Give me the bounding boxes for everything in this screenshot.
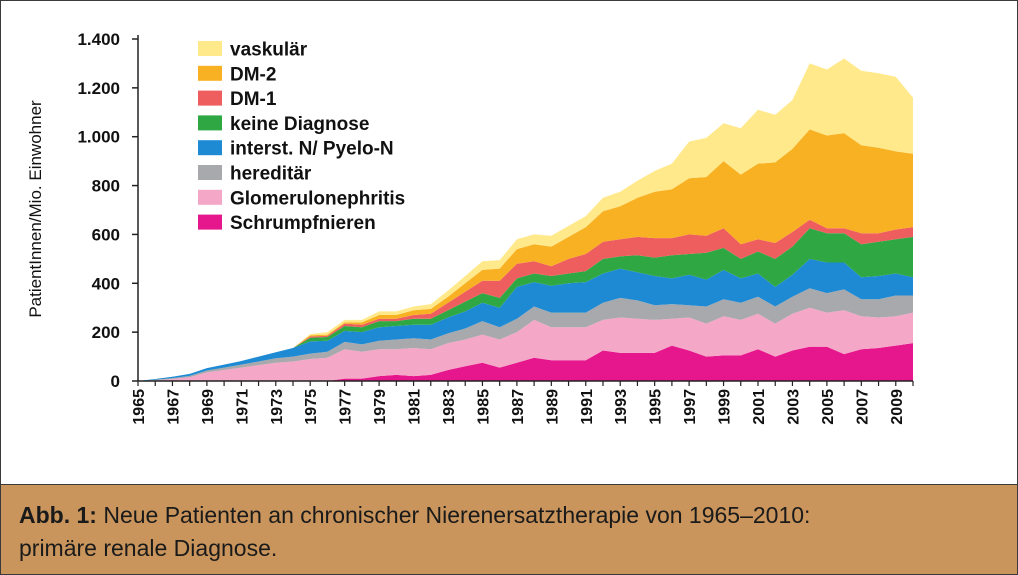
y-tick-label: 600: [92, 225, 120, 244]
y-ticks: 0 200 400 600 800 1.000 1.200 1.400: [77, 30, 138, 391]
area-interst-n-pyelo-n: [138, 258, 913, 381]
caption-line-1: Abb. 1: Neue Patienten an chronischer Ni…: [19, 499, 999, 532]
legend-entry-label: DM-2: [230, 64, 276, 85]
legend-swatch: [198, 65, 222, 81]
area-layers: [138, 58, 913, 381]
legend-swatch: [198, 140, 222, 156]
area-glomerulonephritis: [138, 307, 913, 381]
legend-swatch: [198, 165, 222, 180]
x-tick-label: 1977: [338, 389, 355, 425]
x-tick-label: 1971: [234, 389, 251, 425]
legend-swatch: [198, 214, 222, 230]
y-tick-label: 0: [111, 372, 120, 391]
caption-lead: Abb. 1:: [19, 502, 97, 528]
y-tick-label: 1.400: [77, 30, 120, 49]
x-ticks: 1965 1967 1969 1971 1973 1975 1977 1979 1981 1983…: [131, 381, 914, 425]
x-tick-label: 1965: [131, 389, 148, 425]
x-tick-label: 1995: [648, 389, 665, 425]
x-tick-label: 2007: [854, 389, 871, 425]
area-dm-2: [138, 129, 913, 381]
x-tick-label: 2003: [785, 389, 802, 425]
y-tick-label: 400: [92, 274, 120, 293]
legend-swatch: [198, 41, 222, 56]
legend-swatch: [198, 115, 222, 131]
x-tick-label: 1991: [579, 389, 596, 425]
x-tick-label: 1979: [372, 389, 389, 425]
legend: vaskulär DM-2 DM-1 keine Diagnose interst. N…: [198, 40, 405, 234]
axes: [137, 35, 913, 382]
x-tick-label: 1967: [165, 389, 182, 425]
y-tick-label: 800: [92, 177, 120, 196]
y-tick-label: 1.000: [77, 128, 120, 147]
y-axis-label: PatientInnen/Mio. Einwohner: [26, 100, 45, 318]
legend-swatch: [198, 189, 222, 205]
x-tick-label: 2005: [820, 389, 837, 425]
caption-line-2: primäre renale Diagnose.: [19, 535, 278, 561]
x-tick-label: 1969: [200, 389, 217, 425]
legend-entry-label: DM-1: [230, 89, 277, 110]
legend-entry-label: Glomerulonephritis: [230, 188, 405, 209]
x-tick-label: 2009: [889, 389, 906, 425]
x-tick-label: 1973: [269, 389, 286, 425]
legend-entry-label: Schrumpfnieren: [230, 213, 376, 234]
x-tick-label: 1975: [303, 389, 320, 425]
x-tick-label: 2001: [751, 389, 768, 425]
x-tick-label: 1997: [682, 389, 699, 425]
legend-entry-label: vaskulär: [230, 40, 308, 61]
area-keine-diagnose: [138, 228, 913, 381]
x-tick-label: 1999: [717, 389, 734, 425]
x-tick-label: 1981: [407, 389, 424, 425]
y-tick-label: 200: [92, 323, 120, 342]
y-tick-label: 1.200: [77, 79, 120, 98]
caption-text-1: Neue Patienten an chronischer Nierenersa…: [96, 502, 811, 528]
x-tick-label: 1989: [544, 389, 561, 425]
x-tick-label: 1987: [510, 389, 527, 425]
area-schrumpfnieren: [138, 343, 913, 381]
x-tick-label: 1983: [441, 389, 458, 425]
area-vaskulär: [138, 58, 913, 381]
legend-entry-label: keine Diagnose: [230, 114, 369, 135]
legend-swatch: [198, 90, 222, 106]
figure-caption: Abb. 1: Neue Patienten an chronischer Ni…: [1, 484, 1017, 574]
x-tick-label: 1985: [475, 389, 492, 425]
legend-entry-label: hereditär: [230, 164, 312, 185]
legend-entry-label: interst. N/ Pyelo-N: [230, 139, 394, 160]
area-hereditär: [138, 288, 913, 381]
x-tick-label: 1993: [613, 389, 630, 425]
